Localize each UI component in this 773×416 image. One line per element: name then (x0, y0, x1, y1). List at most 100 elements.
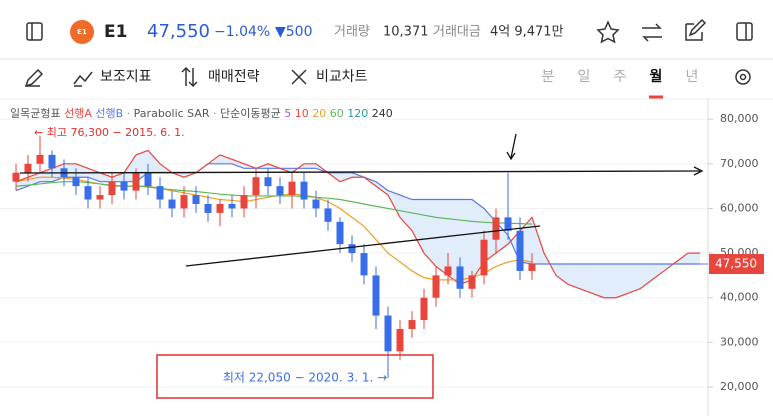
candle-body (516, 230, 524, 271)
strategy-icon (181, 66, 198, 88)
candle-body (468, 275, 476, 289)
price-tag (709, 254, 764, 275)
arrow-head (506, 151, 516, 161)
candle-body (288, 181, 296, 196)
candle-body (396, 328, 404, 352)
price-tag-label: 47,550 (715, 257, 757, 271)
change: ▼500 (275, 24, 313, 40)
trend-line (185, 225, 541, 267)
y-tick-label: 40,000 (720, 291, 759, 304)
candle-body (276, 186, 284, 196)
arrow-head (693, 166, 704, 176)
span-a-line (15, 149, 700, 299)
stock-name: E1 (104, 22, 127, 42)
candle-body (432, 275, 440, 298)
candle-body (324, 208, 332, 222)
candle-body (420, 297, 428, 321)
candle-body (228, 203, 236, 209)
candle-body (480, 239, 488, 276)
candle-body (504, 217, 512, 231)
candle-body (444, 266, 452, 276)
trend-line (19, 170, 701, 174)
candle-body (492, 217, 500, 240)
amount: 4억 9,471만 (490, 25, 564, 40)
candle-body (132, 172, 140, 191)
candle-body (48, 154, 56, 169)
period-tab[interactable]: 분 (542, 69, 555, 85)
candle-body (96, 195, 104, 200)
y-tick-label: 60,000 (720, 201, 759, 214)
candle-body (528, 264, 536, 271)
candle-body (120, 181, 128, 191)
volume: 10,371 (383, 25, 429, 40)
price: 47,550 (147, 21, 210, 42)
candle-body (216, 203, 224, 213)
legend: 일목균형표 선행A 선행B · Parabolic SAR · 단순이동평균 5… (10, 106, 393, 120)
y-tick-label: 70,000 (720, 157, 759, 170)
toolbar-item[interactable]: 비교차트 (316, 69, 368, 85)
candle-body (264, 177, 272, 187)
candle-body (252, 177, 260, 196)
edit-icon[interactable] (685, 18, 707, 41)
volume-label: 거래량 (334, 25, 370, 40)
toolbar: 보조지표 매매전략 비교차트 분 일 주 월 년 (100, 68, 699, 99)
candle-body (192, 195, 200, 204)
legend-item: Parabolic SAR (134, 107, 210, 120)
logo (70, 20, 94, 44)
swap-icon[interactable] (642, 23, 662, 42)
legend-item: · (127, 107, 131, 120)
candle-body (12, 172, 20, 182)
period-tab[interactable]: 일 (578, 69, 591, 85)
candle-body (180, 195, 188, 209)
period-tab[interactable]: 년 (686, 69, 699, 85)
candle-body (312, 199, 320, 209)
candle-body (300, 181, 308, 200)
y-tick-label: 20,000 (720, 380, 759, 393)
candle-body (240, 195, 248, 209)
candle-body (336, 221, 344, 245)
amount-label: 거래대금 (433, 25, 481, 40)
toolbar-item[interactable]: 보조지표 (100, 69, 152, 85)
candle-body (168, 199, 176, 209)
high-annotation: ← 최고 76,300 − 2015. 6. 1. (34, 126, 185, 139)
change-pct: −1.04% (214, 24, 270, 40)
legend-item: 선행A (64, 107, 92, 120)
legend-item: 5 (284, 107, 291, 120)
y-tick-label: 30,000 (720, 335, 759, 348)
draw-icon[interactable] (24, 68, 44, 88)
highlight-box (156, 354, 434, 399)
candle-body (456, 266, 464, 289)
low-annotation: 최저 22,050 − 2020. 3. 1. → (223, 371, 387, 385)
legend-item: 선행B (95, 107, 123, 120)
settings-icon[interactable] (735, 69, 751, 85)
sidebar-icon[interactable] (26, 22, 43, 41)
candle-body (156, 186, 164, 200)
candle-body (72, 177, 80, 187)
settings-icon-core (739, 73, 747, 81)
candle-body (360, 253, 368, 276)
period-tab[interactable]: 주 (614, 69, 627, 85)
legend-item: 120 (347, 107, 368, 120)
period-tab[interactable]: 월 (650, 68, 663, 85)
candle-body (204, 203, 212, 213)
candle-body (144, 172, 152, 187)
candle-body (384, 315, 392, 352)
legend-item: 240 (372, 107, 393, 120)
candle-body (108, 181, 116, 196)
candle-body (372, 275, 380, 316)
legend-item: · (213, 107, 217, 120)
logo-text: E1 (77, 28, 87, 36)
panel-icon[interactable] (736, 22, 753, 41)
legend-item: 60 (330, 107, 344, 120)
favorite-icon[interactable] (596, 20, 620, 44)
candle-body (84, 186, 92, 200)
candle-body (408, 320, 416, 329)
candle-body (24, 163, 32, 173)
legend-item: 일목균형표 (10, 106, 61, 120)
y-tick-label: 80,000 (720, 112, 759, 125)
ma-line (15, 181, 533, 225)
pointer-arrow (510, 133, 517, 159)
toolbar-item[interactable]: 매매전략 (208, 69, 260, 85)
